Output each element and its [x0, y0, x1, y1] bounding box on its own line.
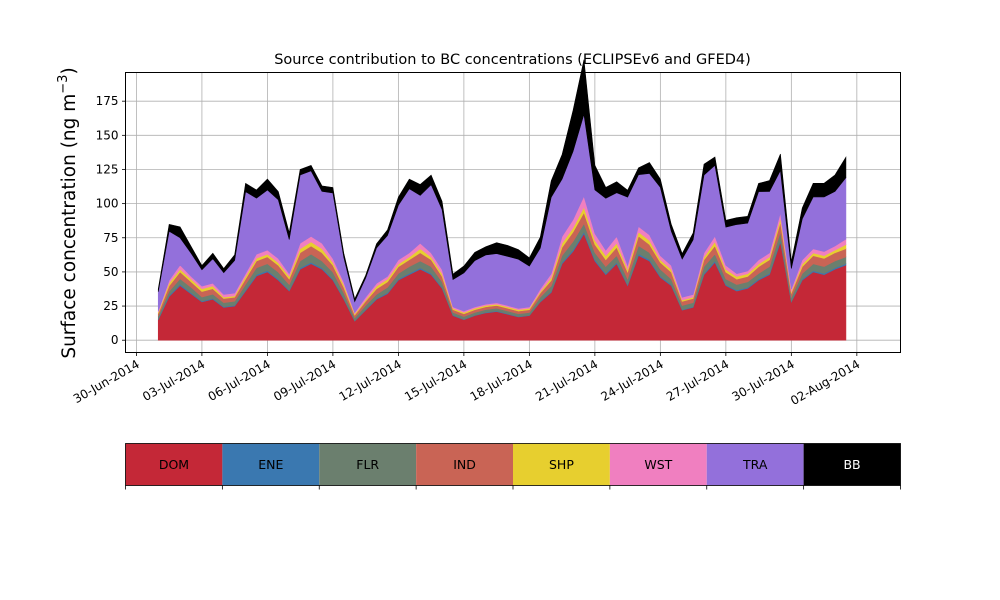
legend-swatch-ene	[222, 443, 320, 486]
legend-swatch-bb	[803, 443, 901, 486]
y-axis-label-close: )	[59, 67, 80, 74]
legend-swatch-flr	[319, 443, 417, 486]
legend-frame	[125, 443, 901, 486]
x-tick-label: 21-Jul-2014	[533, 357, 600, 404]
x-tick-label: 27-Jul-2014	[664, 357, 731, 404]
y-axis-label: Surface concentration (ng m−3)	[56, 67, 80, 358]
legend-label-bb: BB	[843, 457, 860, 472]
legend-swatch-tra	[706, 443, 804, 486]
legend-swatch-dom	[125, 443, 223, 486]
x-tick-label: 12-Jul-2014	[337, 357, 404, 404]
legend-swatch-wst	[609, 443, 707, 486]
legend-label-shp: SHP	[549, 457, 574, 472]
y-tick-label: 125	[96, 162, 119, 176]
legend-label-flr: FLR	[356, 457, 379, 472]
legend-swatch-ind	[416, 443, 513, 486]
legend-label-ene: ENE	[258, 457, 283, 472]
x-tick-label: 06-Jul-2014	[206, 357, 273, 404]
stacked-areas	[157, 59, 847, 341]
legend-colorbar: DOM ENE FLR IND SHP WST TRA BB	[125, 443, 901, 490]
y-tick-label: 150	[96, 128, 119, 142]
y-tick-label: 100	[96, 197, 119, 211]
y-axis-label-main: Surface concentration (ng m	[59, 94, 80, 359]
x-axis: 30-Jun-201403-Jul-201406-Jul-201409-Jul-…	[71, 352, 862, 408]
plot-frame	[125, 72, 901, 353]
x-tick-label: 24-Jul-2014	[599, 357, 666, 404]
x-tick-label: 15-Jul-2014	[402, 357, 469, 404]
legend-swatch-shp	[513, 443, 610, 486]
x-tick-label: 02-Aug-2014	[788, 357, 862, 408]
legend-label-tra: TRA	[742, 457, 768, 472]
chart-title: Source contribution to BC concentrations…	[274, 52, 751, 68]
x-tick-label: 09-Jul-2014	[271, 357, 338, 404]
y-tick-label: 25	[103, 299, 118, 313]
legend-label-ind: IND	[453, 457, 476, 472]
y-tick-label: 50	[103, 265, 118, 279]
x-tick-label: 18-Jul-2014	[468, 357, 535, 404]
x-tick-label: 03-Jul-2014	[140, 357, 207, 404]
x-tick-label: 30-Jul-2014	[730, 357, 797, 404]
legend-label-dom: DOM	[159, 457, 189, 472]
y-tick-label: 75	[103, 231, 118, 245]
y-tick-label: 0	[111, 333, 119, 347]
legend-label-wst: WST	[644, 457, 672, 472]
area-bb	[157, 59, 847, 303]
y-axis: 0 25 50 75 100 125 150 175	[96, 94, 126, 347]
y-axis-label-exponent: −3	[56, 75, 71, 94]
y-tick-label: 175	[96, 94, 119, 108]
x-tick-label: 30-Jun-2014	[71, 357, 142, 406]
